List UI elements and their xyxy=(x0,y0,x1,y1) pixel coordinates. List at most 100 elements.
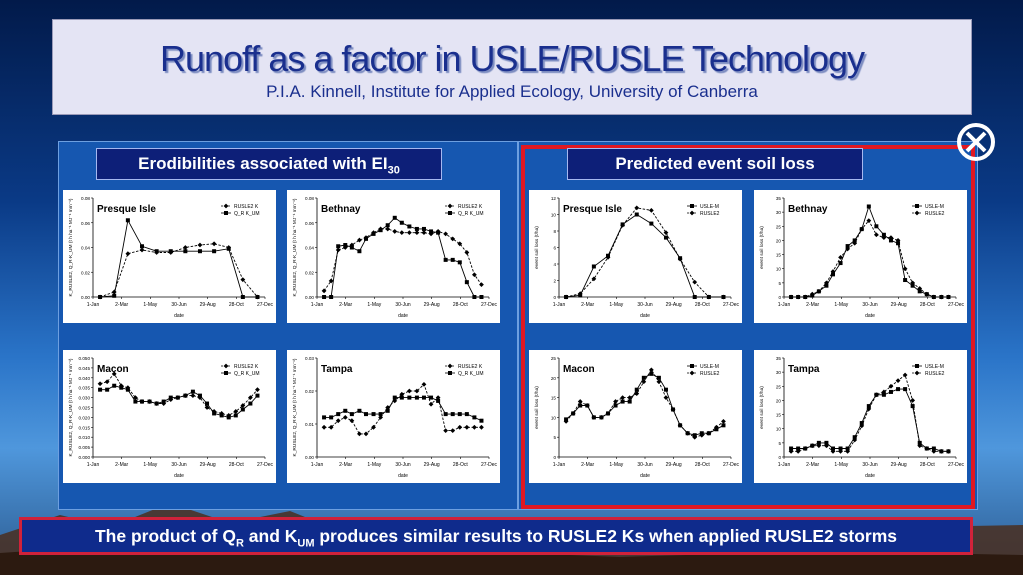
data-point xyxy=(385,223,390,228)
data-point xyxy=(436,230,441,235)
y-axis-label: K_RUSLE2, Q_R·K_UM (t h ha⁻¹ MJ⁻¹ mm⁻¹) xyxy=(68,358,74,456)
chart-title: Macon xyxy=(563,364,595,375)
data-point xyxy=(371,424,376,430)
data-point xyxy=(197,393,202,398)
close-circle-icon[interactable] xyxy=(956,122,996,162)
data-point xyxy=(838,255,843,260)
data-point xyxy=(721,423,726,428)
legend-entry: USLE-M xyxy=(700,364,719,370)
data-point xyxy=(946,448,951,454)
y-tick-label: 30 xyxy=(776,210,782,215)
data-point xyxy=(240,403,246,408)
y-tick-label: 10 xyxy=(776,427,782,432)
data-point xyxy=(364,412,369,417)
data-point xyxy=(357,249,362,254)
data-point xyxy=(866,404,871,409)
series-line xyxy=(791,388,949,452)
y-tick-label: 0.00 xyxy=(305,295,314,300)
data-point xyxy=(190,389,195,394)
data-point xyxy=(591,276,597,282)
data-point xyxy=(881,392,886,397)
chart-title: Bethnay xyxy=(788,204,828,215)
legend-entry: RUSLE2 xyxy=(700,211,720,217)
data-point xyxy=(641,375,646,380)
chart-title: Presque Isle xyxy=(97,204,156,215)
data-point xyxy=(479,282,484,288)
x-tick-label: 2-Mar xyxy=(581,302,594,308)
x-tick-label: 29-Aug xyxy=(891,302,907,308)
chart-title: Bethnay xyxy=(321,204,361,215)
data-point xyxy=(910,283,915,288)
data-point xyxy=(139,247,145,253)
data-point xyxy=(98,387,103,392)
data-point xyxy=(873,232,879,238)
data-point xyxy=(414,230,420,236)
y-tick-label: 0 xyxy=(553,455,556,460)
y-tick-label: 25 xyxy=(551,356,557,361)
x-axis-label: date xyxy=(398,473,408,479)
y-tick-label: 0.040 xyxy=(79,376,91,381)
legend-entry: Q_R K_UM xyxy=(458,211,484,217)
data-point xyxy=(219,413,224,418)
data-point xyxy=(407,395,412,400)
x-tick-label: 28-Oct xyxy=(695,462,711,468)
data-point xyxy=(706,294,712,300)
data-point xyxy=(322,415,327,420)
title-box: Runoff as a factor in USLE/RUSLE Technol… xyxy=(52,19,972,115)
data-point xyxy=(407,224,412,229)
data-point xyxy=(212,249,217,254)
data-point xyxy=(183,249,188,254)
x-axis-label: date xyxy=(398,313,408,319)
data-point xyxy=(634,387,639,392)
data-point xyxy=(197,249,202,254)
data-point xyxy=(648,367,654,373)
data-point xyxy=(824,283,829,288)
left-header-subscript: 30 xyxy=(387,164,400,177)
data-point xyxy=(233,413,238,418)
data-point xyxy=(328,278,334,284)
data-point xyxy=(479,424,484,430)
y-tick-label: 5 xyxy=(553,435,556,440)
y-tick-label: 10 xyxy=(551,415,557,420)
data-point xyxy=(649,221,654,226)
data-point xyxy=(816,443,822,449)
data-point xyxy=(335,247,341,253)
x-tick-label: 1-May xyxy=(609,302,623,308)
y-tick-label: 5 xyxy=(778,281,781,286)
data-point xyxy=(816,288,822,294)
data-point xyxy=(450,257,455,262)
data-point xyxy=(125,387,130,392)
data-point xyxy=(378,415,384,420)
data-point xyxy=(924,291,930,297)
chart-title: Presque Isle xyxy=(563,204,622,215)
x-tick-label: 30-Jun xyxy=(862,302,878,308)
series-line xyxy=(324,217,482,298)
legend-marker xyxy=(224,371,228,375)
y-tick-label: 0.035 xyxy=(79,386,91,391)
x-axis-label: date xyxy=(865,313,875,319)
data-point xyxy=(154,249,159,254)
data-point xyxy=(830,269,836,274)
y-tick-label: 0.06 xyxy=(305,221,314,226)
y-tick-label: 5 xyxy=(778,441,781,446)
data-point xyxy=(111,289,117,295)
data-point xyxy=(838,261,843,266)
legend-entry: Q_R K_UM xyxy=(458,371,484,377)
slide-title: Runoff as a factor in USLE/RUSLE Technol… xyxy=(159,38,865,79)
data-point xyxy=(104,379,110,385)
legend-marker xyxy=(689,210,695,216)
right-header-text: Predicted event soil loss xyxy=(615,154,815,173)
data-point xyxy=(677,422,683,428)
chart-title: Macon xyxy=(97,364,129,375)
y-axis-label: K_RUSLE2, Q_R·K_UM (t h ha⁻¹ MJ⁻¹ mm⁻¹) xyxy=(292,358,298,456)
data-point xyxy=(399,220,404,225)
data-point xyxy=(471,424,477,430)
y-axis-label: K_RUSLE2, Q_R·K_UM (t h ha⁻¹ MJ⁻¹ mm⁻¹) xyxy=(292,198,298,296)
data-point xyxy=(212,411,217,416)
data-point xyxy=(98,295,103,299)
data-point xyxy=(457,424,463,430)
data-point xyxy=(197,242,203,248)
data-point xyxy=(838,446,843,451)
data-point xyxy=(399,391,405,397)
data-point xyxy=(168,249,173,254)
